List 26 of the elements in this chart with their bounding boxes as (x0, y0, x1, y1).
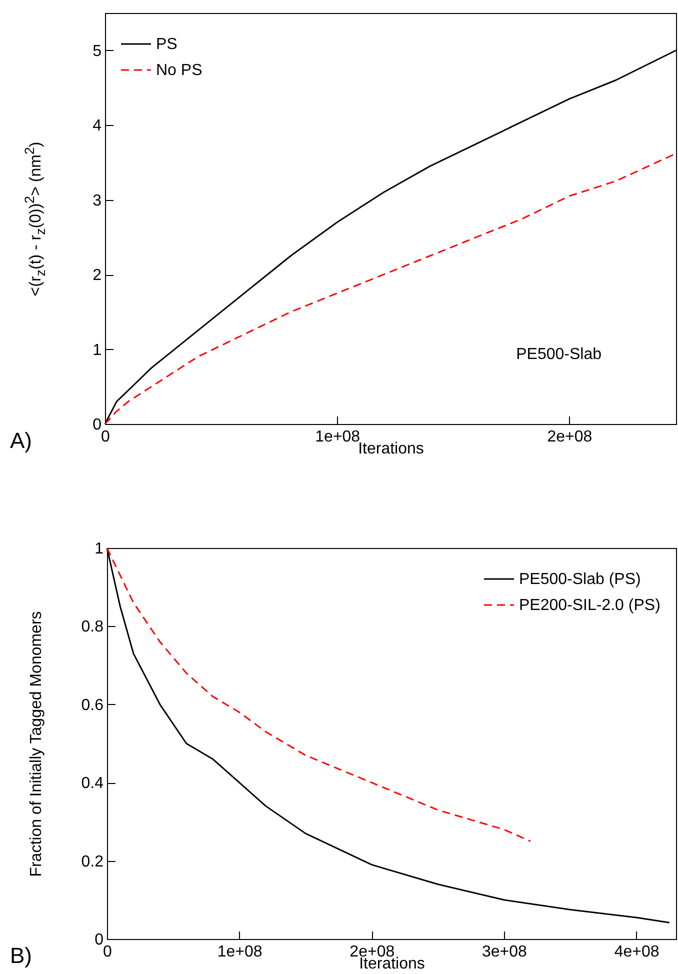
text: B) (10, 943, 32, 969)
y-axis-title: Fraction of Initially Tagged Monomers (28, 610, 46, 876)
y-tick-label: 1 (94, 540, 104, 558)
legend-label: No PS (156, 62, 202, 79)
annotation: PE500-Slab (516, 346, 602, 364)
y-tick-label: 0.2 (81, 853, 104, 870)
x-tick-label: 1e+08 (217, 944, 262, 960)
y-tick-label: 5 (92, 42, 102, 60)
x-tick-label: 3e+08 (482, 944, 528, 960)
legend-label: PE500-Slab (PS) (519, 571, 641, 588)
y-tick-label: 0.6 (81, 696, 104, 714)
y-tick-label: 4 (92, 118, 102, 135)
x-axis-title: Iterations (358, 440, 424, 458)
x-tick-label: 4e+08 (614, 944, 660, 960)
y-tick-label: 0.4 (81, 775, 104, 792)
y-tick-label: 2 (92, 267, 102, 284)
y-tick-label: 0.8 (81, 618, 104, 636)
y-tick-label: 0 (94, 932, 104, 948)
legend-label: PS (156, 36, 178, 53)
y-tick-label: 0 (92, 416, 102, 434)
x-tick-label: 1e+08 (315, 428, 360, 446)
x-tick-label: 2e+08 (547, 428, 592, 446)
y-tick-label: 3 (92, 192, 102, 210)
text: A) (10, 428, 32, 454)
legend-label: PE200-SIL-2.0 (PS) (519, 597, 660, 614)
y-tick-label: 1 (92, 342, 102, 359)
